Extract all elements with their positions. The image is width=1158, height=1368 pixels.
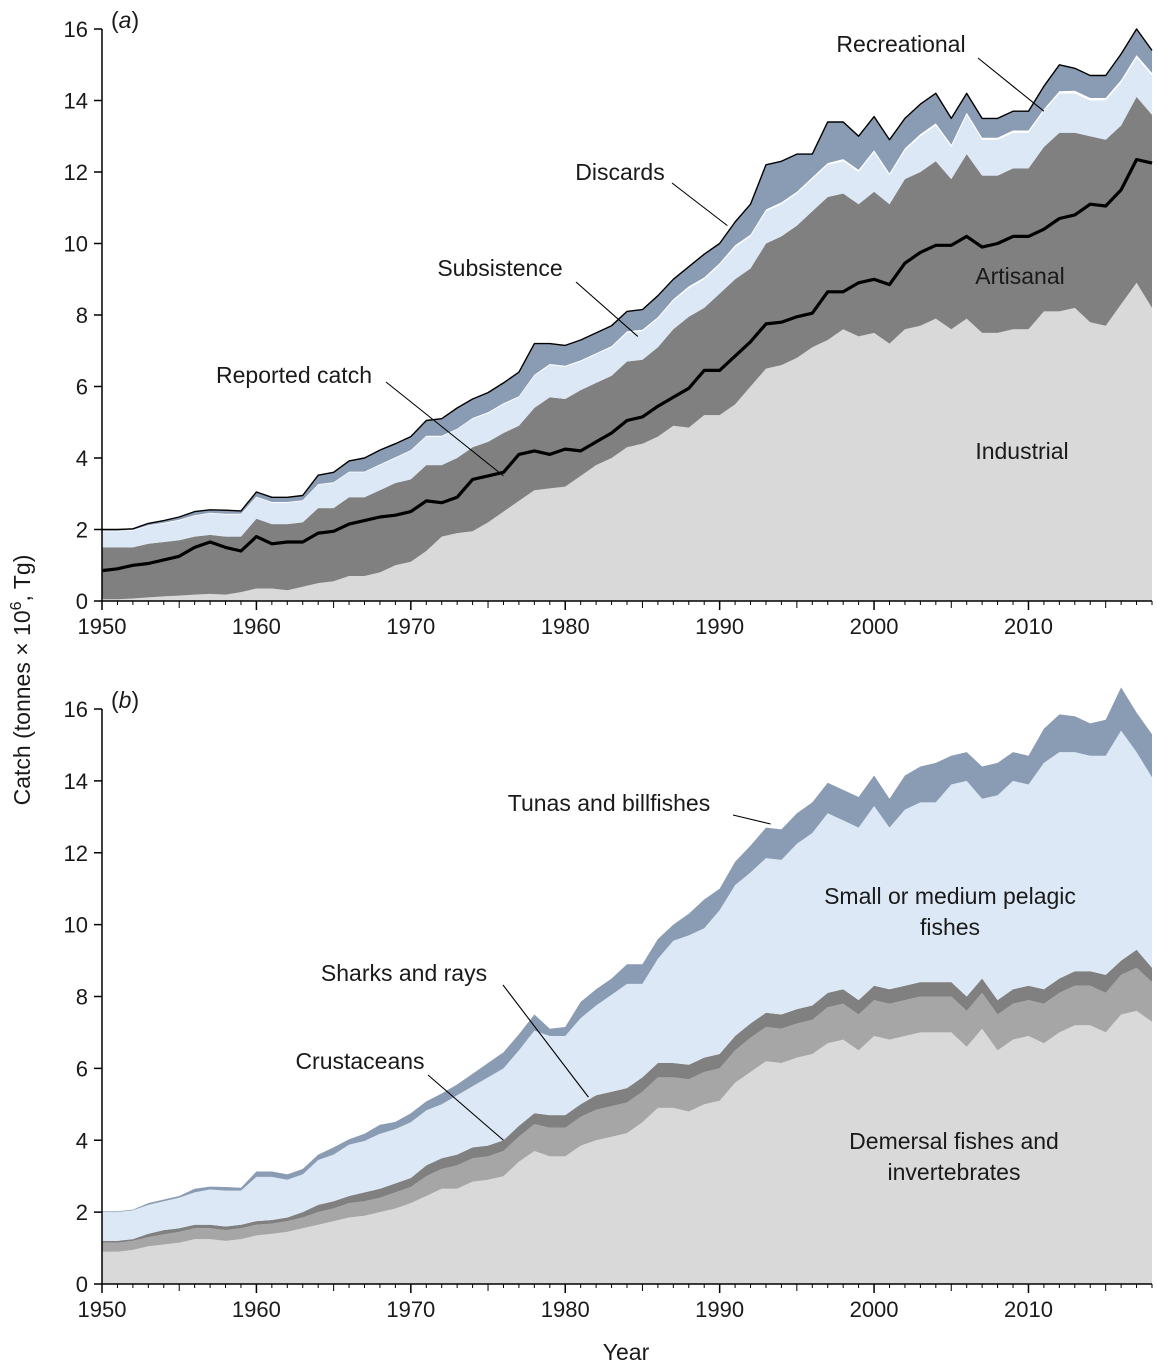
y-tick-label: 16 bbox=[64, 17, 88, 42]
annotation-leader-sharks-and-rays bbox=[502, 984, 589, 1098]
annotation-leader-crustaceans bbox=[427, 1074, 504, 1141]
y-tick-label: 8 bbox=[76, 985, 88, 1010]
x-tick-label: 1950 bbox=[78, 1297, 127, 1322]
x-tick-label: 2010 bbox=[1004, 1297, 1053, 1322]
y-tick-label: 2 bbox=[76, 1200, 88, 1225]
annotation-leader-subsistence bbox=[575, 281, 639, 337]
annotation-tunas-and-billfishes: Tunas and billfishes bbox=[508, 790, 710, 816]
annotation-sharks-and-rays: Sharks and rays bbox=[321, 960, 487, 986]
x-tick-label: 1980 bbox=[541, 1297, 590, 1322]
annotation-leader-discards bbox=[671, 182, 728, 227]
x-tick-label: 1960 bbox=[232, 1297, 281, 1322]
area-crustaceans bbox=[102, 967, 1152, 1252]
area-recreational bbox=[102, 55, 1152, 532]
panel-label: (a) bbox=[111, 7, 139, 33]
panel-label: (b) bbox=[111, 687, 139, 713]
x-tick-label: 1950 bbox=[78, 614, 127, 639]
annotation-recreational: Recreational bbox=[836, 31, 965, 57]
area-subsistence bbox=[102, 57, 1152, 548]
x-tick-label: 1980 bbox=[541, 614, 590, 639]
annotation-small-or-medium-pelagic-fishes: Small or medium pelagic fishes bbox=[824, 883, 1076, 940]
area-tunas-and-billfishes bbox=[102, 687, 1152, 1213]
annotation-leader-reported-catch bbox=[385, 381, 504, 477]
y-tick-label: 6 bbox=[76, 1056, 88, 1081]
y-tick-label: 4 bbox=[76, 446, 88, 471]
annotation-leader-tunas-and-billfishes bbox=[732, 814, 771, 825]
y-tick-label: 14 bbox=[64, 769, 88, 794]
annotation-reported-catch: Reported catch bbox=[216, 362, 372, 388]
x-tick-label: 1970 bbox=[386, 614, 435, 639]
y-tick-label: 12 bbox=[64, 841, 88, 866]
y-tick-label: 2 bbox=[76, 518, 88, 543]
x-axis-title: Year bbox=[603, 1339, 650, 1365]
annotation-demersal-fishes-and-invertebrates: Demersal fishes and invertebrates bbox=[849, 1128, 1059, 1185]
panel-a: 0 2 4 6 8 10 12 14 16 1950 1960 1970 1980 1990 2000 201… bbox=[64, 7, 1153, 639]
annotation-discards: Discards bbox=[575, 159, 664, 185]
annotation-subsistence: Subsistence bbox=[437, 255, 562, 281]
y-tick-label: 14 bbox=[64, 89, 88, 114]
x-tick-label: 1990 bbox=[695, 614, 744, 639]
y-tick-label: 12 bbox=[64, 160, 88, 185]
reported-catch-line bbox=[101, 157, 1153, 573]
y-tick-label: 0 bbox=[76, 589, 88, 614]
y-tick-label: 6 bbox=[76, 375, 88, 400]
area-small-or-medium-pelagic-fishes bbox=[102, 730, 1152, 1241]
x-tick-label: 2000 bbox=[850, 1297, 899, 1322]
y-tick-label: 16 bbox=[64, 697, 88, 722]
y-tick-label: 4 bbox=[76, 1128, 88, 1153]
y-axis-title-superscript: 6 bbox=[8, 601, 25, 610]
x-tick-label: 1960 bbox=[232, 614, 281, 639]
panel-b: 0 2 4 6 8 10 12 14 16 1950 1960 1970 1980 1990 2000 201… bbox=[64, 687, 1153, 1322]
x-tick-label: 1990 bbox=[695, 1297, 744, 1322]
y-axis-title: Catch (tonnes × 106, Tg) bbox=[8, 555, 35, 806]
y-tick-label: 8 bbox=[76, 303, 88, 328]
annotation-industrial: Industrial bbox=[975, 438, 1068, 464]
annotation-artisanal: Artisanal bbox=[975, 263, 1064, 289]
y-tick-label: 10 bbox=[64, 913, 88, 938]
total-catch-outline bbox=[102, 28, 1153, 531]
y-tick-label: 0 bbox=[76, 1272, 88, 1297]
y-tick-label: 10 bbox=[64, 232, 88, 257]
x-tick-label: 2010 bbox=[1004, 614, 1053, 639]
annotation-crustaceans: Crustaceans bbox=[295, 1048, 424, 1074]
area-industrial bbox=[102, 282, 1152, 601]
x-tick-label: 2000 bbox=[850, 614, 899, 639]
annotation-leader-recreational bbox=[977, 57, 1045, 112]
x-tick-label: 1970 bbox=[386, 1297, 435, 1322]
area-demersal-fishes-and-invertebrates bbox=[102, 1010, 1152, 1284]
area-artisanal bbox=[102, 96, 1152, 600]
area-discards bbox=[102, 29, 1152, 531]
area-sharks-and-rays bbox=[102, 949, 1152, 1243]
